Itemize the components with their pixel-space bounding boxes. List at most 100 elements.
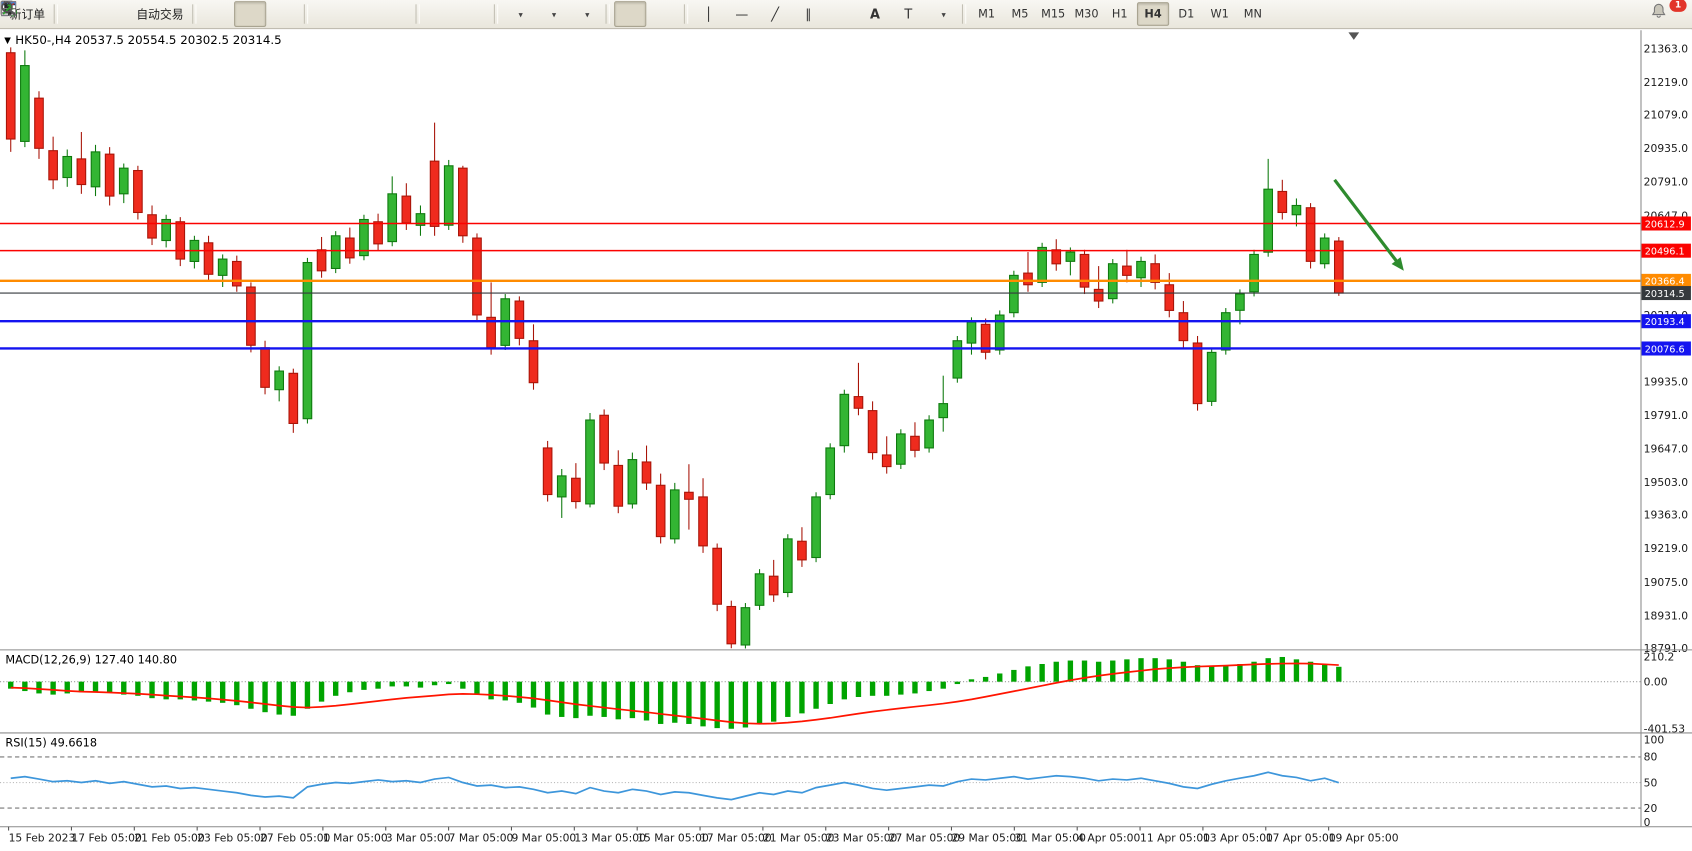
timeframe-m5[interactable]: M5 [1011, 7, 1029, 21]
candle-body [811, 496, 821, 559]
zoom-out-button[interactable] [1, 1, 378, 27]
price-tag-label: 20366.4 [1645, 277, 1685, 288]
sound-alert-button[interactable] [1, 1, 128, 27]
separator [53, 4, 58, 24]
chart-shift-marker[interactable] [1348, 32, 1360, 40]
candle-body [952, 340, 963, 379]
macd-signal-line [10, 662, 1339, 725]
candle-body [881, 454, 892, 468]
chart-window-button[interactable] [0, 1, 94, 27]
text-button[interactable]: A [859, 1, 891, 27]
price-tag-label: 20612.9 [1645, 219, 1685, 230]
trendline-button[interactable]: ╱ [759, 1, 791, 27]
candle-body [1178, 312, 1189, 342]
channel-button[interactable]: ∥ [792, 1, 824, 27]
candle-body [839, 393, 850, 447]
candle-body [980, 323, 991, 353]
candle-body [994, 314, 1005, 351]
price-tag [1641, 273, 1691, 288]
candle-body [1037, 246, 1047, 283]
auto-scroll-button[interactable] [1, 1, 456, 27]
candle-body [571, 477, 581, 503]
time-tick-label: 13 Mar 05:00 [574, 831, 646, 844]
tile-windows-button[interactable] [1, 1, 411, 27]
time-tick-label: 21 Mar 05:00 [763, 831, 835, 844]
collapse-triangle-icon[interactable]: ▼ [4, 35, 11, 46]
candle-body [1122, 265, 1132, 276]
candle-body [768, 575, 779, 596]
candle-body [429, 160, 440, 227]
separator [192, 4, 197, 24]
zoom-in-button[interactable] [1, 1, 344, 27]
dropdown-caret-icon: ▾ [551, 9, 557, 19]
candle-body [1249, 253, 1259, 293]
candle-body [344, 237, 355, 259]
notifications-button[interactable]: 1 [1649, 0, 1687, 27]
vertical-line-button[interactable]: │ [692, 1, 724, 27]
svg-text:19363.0: 19363.0 [1644, 509, 1689, 522]
time-tick-label: 23 Mar 05:00 [826, 831, 898, 844]
candles-chart-button[interactable] [2, 1, 267, 27]
trendline-icon: ╱ [771, 6, 780, 22]
time-tick-label: 7 Mar 05:00 [449, 831, 514, 844]
time-tick-label: 17 Mar 05:00 [700, 831, 772, 844]
search-button[interactable] [1, 1, 1645, 27]
svg-text:210.2: 210.2 [1644, 651, 1675, 664]
svg-text:19791.0: 19791.0 [1644, 409, 1689, 422]
timeframe-h4[interactable]: H4 [1136, 2, 1170, 26]
price-tag [1641, 314, 1691, 329]
trend-arrow[interactable] [1333, 178, 1402, 267]
cursor-button[interactable] [4, 1, 647, 27]
text-icon: A [869, 6, 880, 22]
candle-body [924, 419, 934, 449]
price-tag [1641, 341, 1691, 356]
periods-button[interactable]: ▾ [1, 1, 568, 27]
timeframe-mn[interactable]: MN [1243, 7, 1262, 21]
chart-shift-button[interactable] [1, 1, 489, 27]
timeframe-d1[interactable]: D1 [1178, 7, 1195, 21]
candle-body [48, 150, 58, 181]
horizontal-line-icon: — [735, 6, 749, 22]
timeframe-m30[interactable]: M30 [1074, 7, 1099, 21]
candle-body [458, 167, 468, 237]
timeframe-m1[interactable]: M1 [978, 7, 996, 21]
price-tag-label: 20496.1 [1645, 246, 1685, 257]
candle-body [641, 461, 652, 484]
candle-body [5, 52, 16, 140]
templates-button[interactable]: ▾ [1, 1, 601, 27]
autotrade-button[interactable]: 自动交易 [0, 1, 188, 27]
dropdown-caret-icon: ▾ [585, 9, 590, 19]
time-tick-label: 19 Apr 05:00 [1329, 831, 1399, 844]
crosshair-button[interactable] [1, 1, 679, 27]
svg-text:50: 50 [1644, 776, 1658, 789]
shapes-button[interactable]: ▾ [2, 1, 957, 27]
separator [961, 4, 967, 24]
horizontal-line-button[interactable]: — [726, 1, 758, 27]
text-label-button[interactable]: T [892, 1, 924, 27]
line-chart-button[interactable] [0, 1, 299, 27]
candle-body [34, 97, 44, 149]
timeframe-h1[interactable]: H1 [1111, 7, 1128, 21]
svg-text:21079.0: 21079.0 [1644, 109, 1689, 122]
fibonacci-button[interactable] [2, 1, 858, 27]
price-axis: 21363.021219.021079.020935.020791.020647… [1644, 42, 1689, 655]
timeframe-m15[interactable]: M15 [1041, 7, 1066, 21]
price-tag-label: 20076.6 [1645, 344, 1685, 355]
chart-canvas[interactable]: 21363.021219.021079.020935.020791.020647… [0, 29, 1692, 851]
candle-body [655, 484, 666, 538]
candle-body [161, 218, 171, 242]
svg-text:19503.0: 19503.0 [1644, 476, 1689, 489]
candle-body [1333, 240, 1344, 294]
timeframe-w1[interactable]: W1 [1210, 7, 1229, 21]
svg-text:19219.0: 19219.0 [1644, 542, 1689, 555]
candle-body [1206, 351, 1217, 402]
rsi-line [10, 771, 1340, 801]
rsi-panel: 100 80 50 200 [0, 734, 1664, 829]
candle-body [231, 260, 242, 287]
indicators-button[interactable]: ▾ [0, 1, 534, 27]
candle-body [684, 491, 694, 500]
bars-chart-button[interactable] [2, 1, 233, 27]
candle-body [76, 158, 87, 186]
new-order-label: 新订单 [9, 7, 46, 22]
